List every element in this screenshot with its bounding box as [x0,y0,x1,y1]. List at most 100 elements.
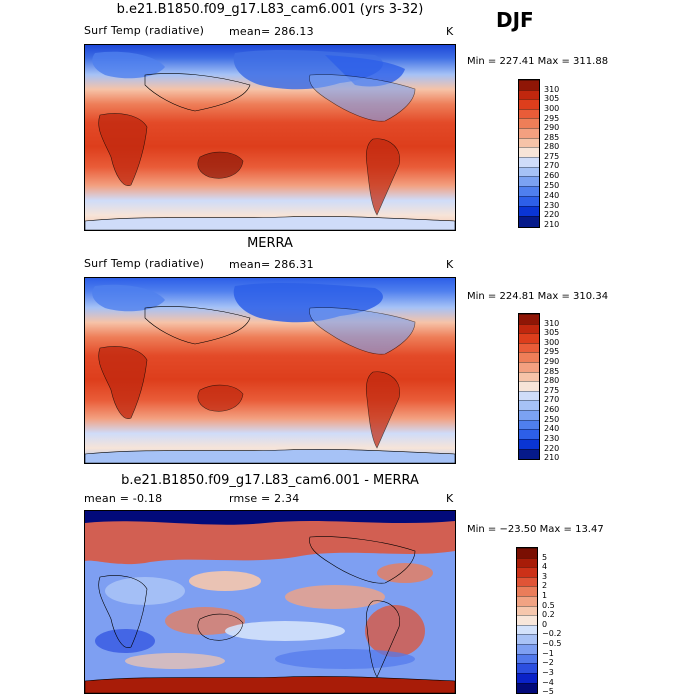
panel1-level-label: 270 [544,161,560,170]
panel2-swatch [519,400,539,410]
panel2-level-label: 285 [544,367,560,376]
panel3-mean-label: mean = -0.18 [84,492,163,505]
panel3-units-label: K [446,492,454,505]
panel3-level-label: 1 [542,591,548,600]
panel2-swatch [519,381,539,391]
panel3-level-label: 4 [542,562,548,571]
panel3-level-label: −4 [542,678,554,687]
panel1-swatch [519,90,539,99]
panel3-level-label: 3 [542,572,548,581]
panel2-level-label: 240 [544,424,560,433]
panel1-level-label: 310 [544,85,560,94]
panel1-level-label: 305 [544,94,560,103]
panel1-swatch [519,176,539,186]
panel3-level-label: 0.2 [542,610,555,619]
panel3-level-label: 5 [542,553,548,562]
panel1-level-label: 280 [544,142,560,151]
panel2-level-label: 210 [544,453,560,462]
panel1-map-graphic [85,45,455,230]
panel1-swatch [519,196,539,206]
panel3-level-label: −2 [542,658,554,667]
panel2-map [84,277,456,464]
panel3-level-label: −1 [542,649,554,658]
panel3-level-label: −0.5 [542,639,562,648]
panel1-map [84,44,456,231]
panel2-level-label: 300 [544,338,560,347]
panel1-level-label: 220 [544,210,560,219]
panel1-swatch [519,167,539,176]
panel2-swatch [519,429,539,439]
panel2-level-label: 260 [544,405,560,414]
panel3-rmse-label: rmse = 2.34 [229,492,300,505]
panel2-swatch [519,343,539,352]
panel3-level-label: −5 [542,687,554,696]
panel3-swatch [517,683,537,693]
season-label: DJF [496,8,534,32]
panel3-title: b.e21.B1850.f09_g17.L83_cam6.001 - MERRA [121,473,419,488]
panel2-swatch [519,391,539,400]
panel1-level-label: 260 [544,171,560,180]
panel3-map-graphic [85,511,455,693]
panel2-swatch [519,314,539,324]
panel1-level-label: 275 [544,152,560,161]
panel1-swatch [519,109,539,118]
panel3-minmax: Min = −23.50 Max = 13.47 [467,524,604,535]
panel3-level-label: −0.2 [542,629,562,638]
panel2-level-label: 220 [544,444,560,453]
panel2-swatch [519,449,539,459]
panel1-level-label: 240 [544,191,560,200]
panel2-mean-label: mean= 286.31 [229,258,314,271]
panel2-swatch [519,410,539,420]
panel3-colorbar: 5 4 3 2 1 0.5 0.2 0 −0.2 −0.5 −1 −2 −3 −… [516,547,561,696]
panel1-swatch [519,138,539,147]
panel2-map-graphic [85,278,455,463]
panel3-swatch [517,567,537,577]
panel1-swatch [519,118,539,128]
panel2-swatch [519,324,539,333]
panel3-swatch [517,548,537,558]
panel2-level-label: 305 [544,328,560,337]
panel3-swatch [517,577,537,586]
panel3-swatch [517,615,537,625]
panel1-swatch [519,80,539,90]
panel2-level-label: 310 [544,319,560,328]
panel3-level-label: −3 [542,668,554,677]
panel2-left-label: Surf Temp (radiative) [84,257,205,270]
panel2-minmax: Min = 224.81 Max = 310.34 [467,291,609,302]
panel1-swatch [519,216,539,227]
panel3-map [84,510,456,694]
panel1-mean-label: mean= 286.13 [229,25,314,38]
panel1-title: b.e21.B1850.f09_g17.L83_cam6.001 (yrs 3-… [116,2,424,17]
panel3-swatch [517,634,537,644]
panel3-level-label: 0.5 [542,601,555,610]
panel2-level-label: 250 [544,415,560,424]
panel2-swatch [519,352,539,362]
panel2-title: MERRA [247,236,293,251]
panel1-swatch [519,99,539,109]
panel3-swatch [517,663,537,673]
panel1-swatch [519,186,539,196]
panel1-level-label: 230 [544,201,560,210]
panel2-level-label: 295 [544,347,560,356]
panel1-units-label: K [446,25,454,38]
panel1-level-label: 290 [544,123,560,132]
panel1-minmax: Min = 227.41 Max = 311.88 [467,56,609,67]
panel1-swatch [519,206,539,216]
panel3-swatch [517,673,537,683]
panel2-level-label: 280 [544,376,560,385]
panel2-swatch [519,439,539,449]
panel2-level-label: 290 [544,357,560,366]
panel1-swatch [519,157,539,167]
panel1-level-label: 285 [544,133,560,142]
panel2-colorbar: 310 305 300 295 290 285 280 275 270 260 … [518,313,559,462]
panel2-units-label: K [446,258,454,271]
panel3-swatch [517,606,537,615]
panel2-level-label: 270 [544,395,560,404]
panel2-level-label: 230 [544,434,560,443]
panel2-swatch [519,333,539,343]
panel1-level-label: 210 [544,220,560,229]
panel1-swatch [519,147,539,157]
panel3-level-label: 0 [542,620,548,629]
panel3-swatch [517,644,537,654]
panel3-swatch [517,625,537,634]
